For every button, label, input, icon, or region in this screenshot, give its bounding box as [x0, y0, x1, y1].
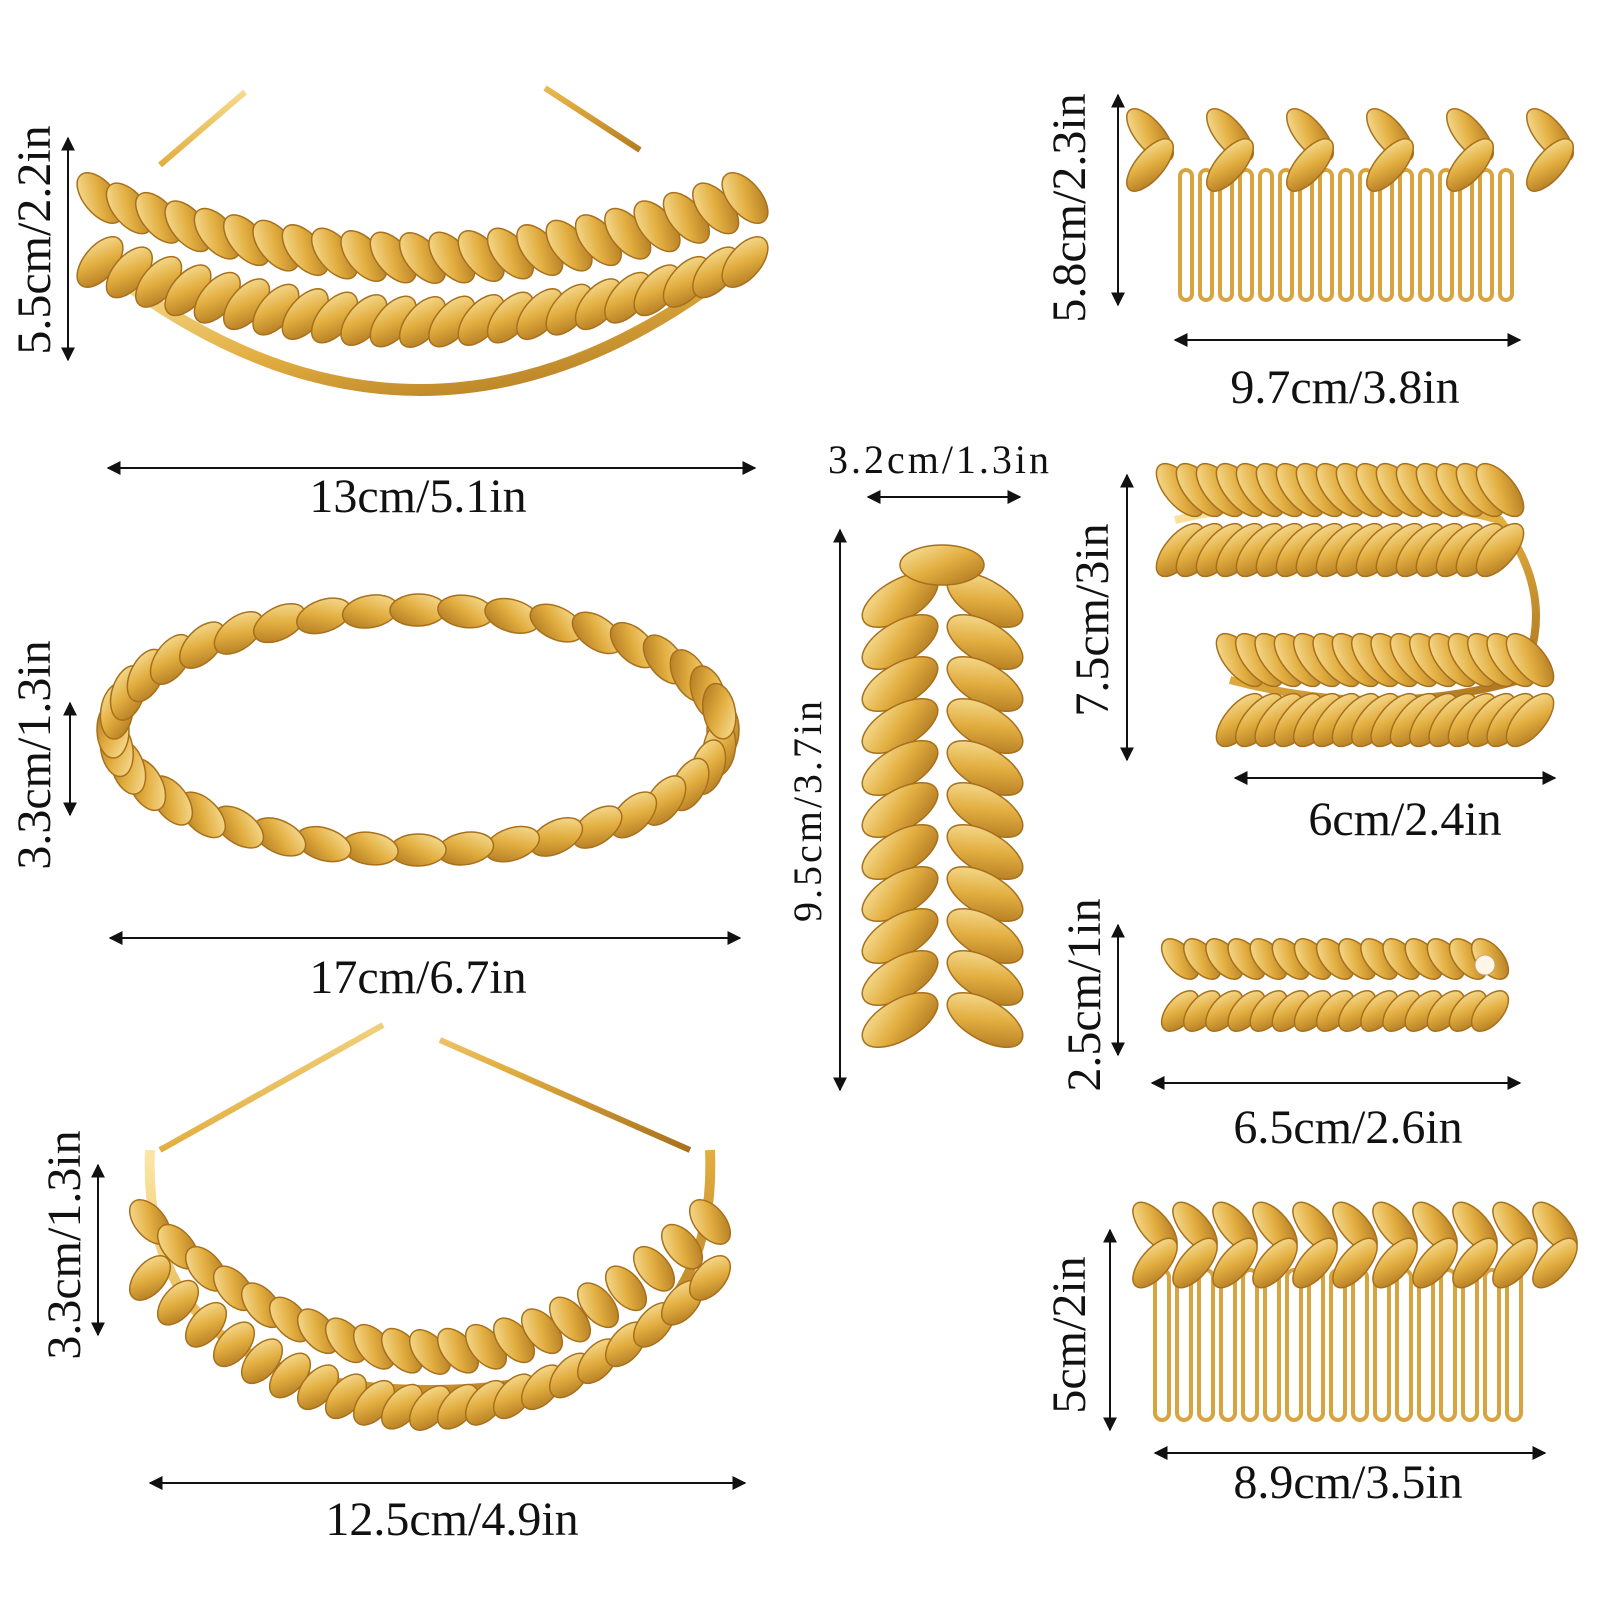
headband-2-leaf [632, 1245, 676, 1292]
comb-2-tooth [1263, 1268, 1281, 1422]
comb-2-leaf [1252, 1237, 1298, 1289]
wreath-leaf [610, 791, 658, 839]
headband-2-height-label: 3.3cm/1.3in [38, 1130, 91, 1360]
comb-1-width-label: 9.7cm/3.8in [1230, 361, 1460, 414]
comb-1-tooth [1318, 168, 1334, 302]
comb-1-tooth [1238, 168, 1254, 302]
wreath-leaf [701, 682, 737, 740]
clip-height-label: 2.5cm/1in [1058, 898, 1111, 1092]
headband-2-leaf [548, 1296, 592, 1343]
comb-2-tooth [1483, 1268, 1501, 1422]
comb-2-leaf [1532, 1237, 1578, 1289]
wreath-leaf [179, 621, 226, 669]
leaf-pin-leaf [899, 544, 985, 586]
comb-1-tooth [1258, 168, 1274, 302]
comb-2-tooth [1197, 1268, 1215, 1422]
comb-1-leaf [1526, 138, 1574, 192]
comb-1-tooth [1358, 168, 1374, 302]
comb-2-tooth [1417, 1268, 1435, 1422]
headband-2-leaf [156, 1279, 200, 1326]
comb-1-tooth [1178, 168, 1194, 302]
comb-1-height-label: 5.8cm/2.3in [1043, 93, 1096, 323]
armband-leaf [1475, 522, 1525, 578]
comb-2-tooth [1153, 1268, 1171, 1422]
leaf-pin-width-label: 3.2cm/1.3in [827, 437, 1053, 482]
armband-leaf [1505, 692, 1555, 748]
leaf-pin-height-label: 9.5cm/3.7in [785, 697, 830, 923]
headband-2-prongs [158, 1022, 692, 1153]
comb-2-tooth [1241, 1268, 1259, 1422]
headband-1-width-label: 13cm/5.1in [309, 470, 527, 523]
comb-1-tooth [1438, 168, 1454, 302]
headband-2-leaf [660, 1223, 704, 1270]
headband-2-leaf [688, 1199, 732, 1245]
comb-2-leaf [1492, 1237, 1538, 1289]
comb-2-tooth [1175, 1268, 1193, 1422]
comb-2-leaf [1292, 1237, 1338, 1289]
headband-2-leaf [128, 1255, 172, 1301]
comb-1-tooth [1398, 168, 1414, 302]
comb-2-leaf [1212, 1237, 1258, 1289]
headband-2-leaf [212, 1321, 256, 1368]
headband-2-leaf [688, 1255, 732, 1301]
comb-2-tooth [1373, 1268, 1391, 1422]
wreath-width-label: 17cm/6.7in [309, 951, 527, 1004]
headband-2-width-label: 12.5cm/4.9in [325, 1493, 579, 1546]
comb-1-leaf [1126, 138, 1174, 192]
headband-1-leaf [721, 236, 769, 288]
headband-2-leaf [604, 1265, 648, 1312]
comb-1-tooth [1498, 168, 1514, 302]
leaf-pin-leaf [946, 992, 1024, 1048]
comb-2-leaf [1452, 1237, 1498, 1289]
comb-2-tooth [1329, 1268, 1347, 1422]
comb-2-leaf [1132, 1237, 1178, 1289]
armband-width-label: 6cm/2.4in [1308, 793, 1502, 846]
comb-1-leaf [1286, 138, 1334, 192]
comb-2-leaf [1372, 1237, 1418, 1289]
headband-1-height-label: 5.5cm/2.2in [8, 125, 61, 355]
comb-1-tooth [1478, 168, 1494, 302]
comb-2-height-label: 5cm/2in [1043, 1256, 1096, 1414]
comb-2-tooth [1307, 1268, 1325, 1422]
comb-1-tooth [1278, 168, 1294, 302]
comb-1-tooth [1338, 168, 1354, 302]
comb-2-tooth [1285, 1268, 1303, 1422]
comb-2-leaf [1172, 1237, 1218, 1289]
headband-2-leaf [576, 1282, 620, 1329]
clip-leaf [1470, 990, 1510, 1032]
comb-2-leaf [1412, 1237, 1458, 1289]
pearl-icon [1474, 954, 1496, 976]
comb-1-tooth [1198, 168, 1214, 302]
comb-2-tooth [1461, 1268, 1479, 1422]
comb-1-leaf [1366, 138, 1414, 192]
headband-2-leaf [184, 1301, 228, 1348]
comb-2-leaf [1332, 1237, 1378, 1289]
comb-2-tooth [1505, 1268, 1523, 1422]
armband-height-label: 7.5cm/3in [1066, 523, 1119, 717]
wreath-height-label: 3.3cm/1.3in [8, 640, 61, 870]
comb-1-tooth [1418, 168, 1434, 302]
comb-1-leaf [1446, 138, 1494, 192]
comb-1-leaf [1206, 138, 1254, 192]
leaf-pin-leaf [861, 992, 939, 1048]
headband-1-prongs [158, 85, 642, 168]
comb-2-tooth [1395, 1268, 1413, 1422]
armband-leaf [1505, 632, 1555, 688]
comb-2-width-label: 8.9cm/3.5in [1233, 1456, 1463, 1509]
armband-leaf [1475, 462, 1525, 518]
comb-2-tooth [1351, 1268, 1369, 1422]
headband-1-leaf [721, 172, 769, 224]
comb-2-tooth [1219, 1268, 1237, 1422]
headband-2-leaf [240, 1338, 284, 1385]
clip-width-label: 6.5cm/2.6in [1233, 1101, 1463, 1154]
headband-1-band [91, 255, 749, 396]
comb-2-tooth [1439, 1268, 1457, 1422]
